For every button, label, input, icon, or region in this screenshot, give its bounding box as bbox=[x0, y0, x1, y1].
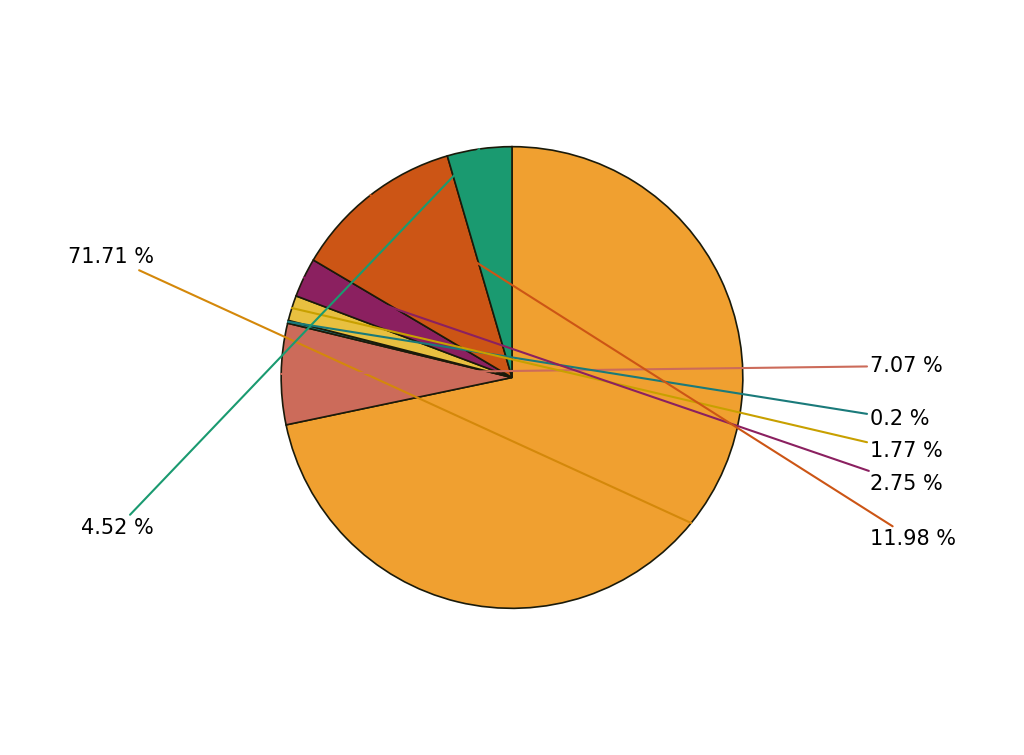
Wedge shape bbox=[286, 146, 742, 609]
Wedge shape bbox=[282, 323, 512, 425]
Wedge shape bbox=[447, 146, 512, 378]
Text: 1.77 %: 1.77 % bbox=[292, 308, 942, 461]
Text: 11.98 %: 11.98 % bbox=[371, 196, 955, 549]
Text: 0.2 %: 0.2 % bbox=[288, 322, 930, 429]
Wedge shape bbox=[296, 260, 512, 378]
Wedge shape bbox=[288, 320, 512, 378]
Wedge shape bbox=[289, 296, 512, 378]
Text: 2.75 %: 2.75 % bbox=[304, 278, 942, 494]
Text: 7.07 %: 7.07 % bbox=[282, 356, 942, 376]
Text: 71.71 %: 71.71 % bbox=[69, 248, 691, 523]
Text: 4.52 %: 4.52 % bbox=[82, 149, 479, 538]
Wedge shape bbox=[313, 156, 512, 378]
